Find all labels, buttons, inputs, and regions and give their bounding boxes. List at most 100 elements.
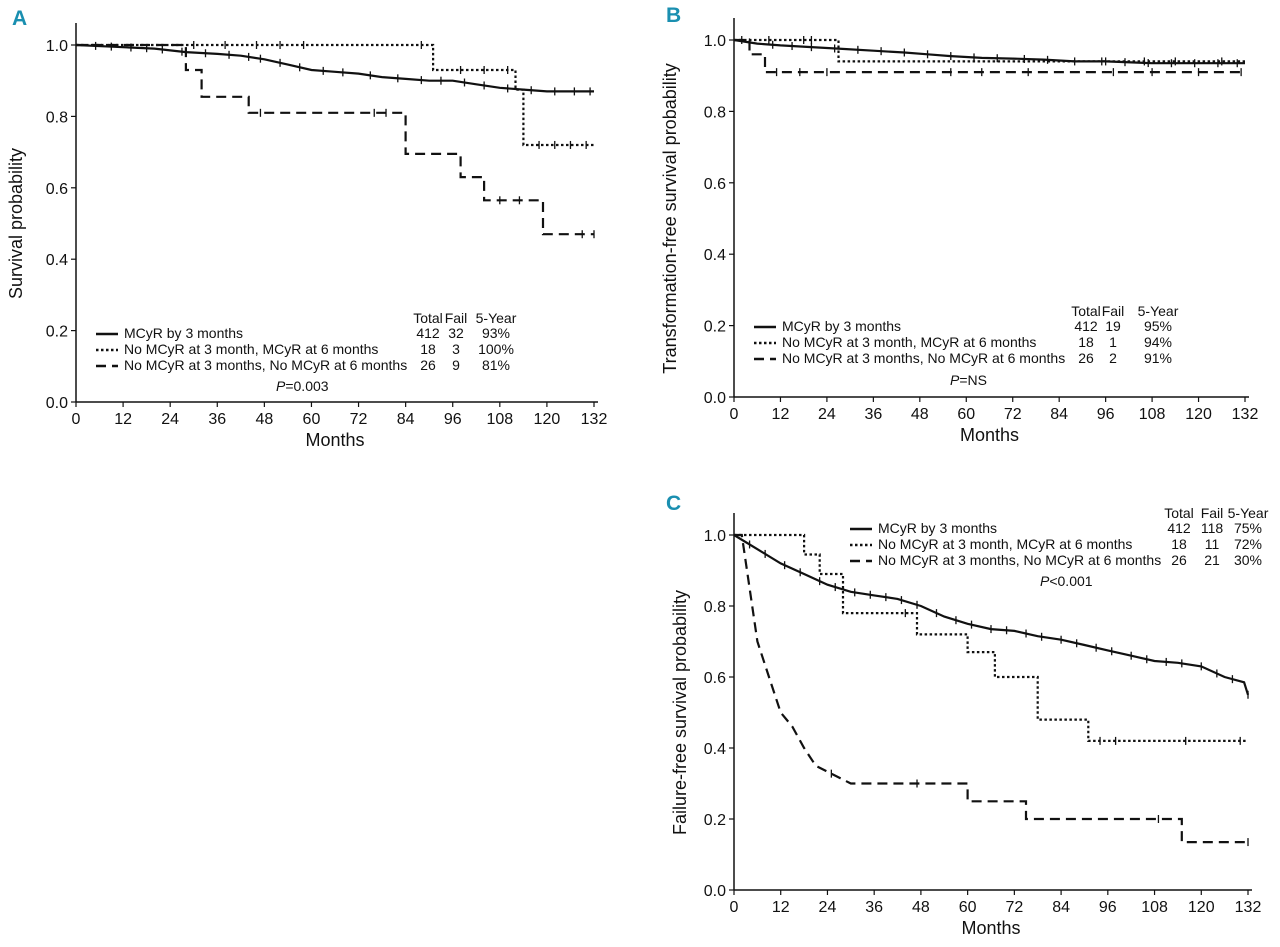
stats-fail: 19: [1105, 318, 1121, 334]
stats-total: 18: [1078, 334, 1094, 350]
x-tick-label: 120: [1188, 899, 1215, 916]
y-tick-label: 0.2: [704, 319, 726, 336]
x-axis-title: Months: [305, 430, 364, 450]
p-value: P<0.001: [1040, 573, 1093, 589]
stats-header-five-year: 5-Year: [476, 310, 517, 326]
stats-header-five-year: 5-Year: [1138, 303, 1179, 319]
y-axis-title: Failure-free survival probability: [670, 590, 690, 835]
x-tick-label: 36: [208, 411, 226, 428]
x-tick-label: 36: [864, 406, 882, 423]
x-tick-label: 84: [1050, 406, 1068, 423]
stats-header-fail: Fail: [445, 310, 468, 326]
x-tick-label: 108: [486, 411, 513, 428]
legend-label: MCyR by 3 months: [782, 318, 901, 334]
p-value: P=NS: [950, 372, 987, 388]
x-tick-label: 96: [1097, 406, 1115, 423]
x-tick-label: 108: [1139, 406, 1166, 423]
x-tick-label: 60: [957, 406, 975, 423]
panel-letter: A: [12, 7, 27, 30]
stats-five-year: 91%: [1144, 350, 1172, 366]
y-axis-title: Survival probability: [6, 148, 26, 299]
curve-solid: [733, 38, 1245, 65]
x-tick-label: 72: [1005, 899, 1023, 916]
x-tick-label: 84: [397, 411, 415, 428]
y-tick-label: 0.6: [704, 176, 726, 193]
x-tick-label: 132: [581, 411, 608, 428]
x-tick-label: 48: [255, 411, 273, 428]
x-axis-title: Months: [960, 425, 1019, 445]
curve-dashed: [734, 38, 1245, 74]
panel-a: A 0 12 24 36 48 60 72 84 96 108 120 132 0.0 0.2 0.4 0.6 0…: [6, 7, 607, 450]
p-value: P=0.003: [276, 378, 329, 394]
stats-fail: 1: [1109, 334, 1117, 350]
x-tick-label: 24: [818, 406, 836, 423]
x-tick-label: 132: [1235, 899, 1262, 916]
x-tick-label: 72: [350, 411, 368, 428]
legend-label: MCyR by 3 months: [878, 520, 997, 536]
panel-b: B 0 12 24 36 48 60 72 84 96 108 120 132 0.0 0.2 0.4 0.6 0…: [660, 4, 1258, 445]
panel-letter: C: [666, 492, 681, 515]
y-tick-label: 0.0: [46, 395, 68, 412]
stats-total: 26: [1171, 552, 1187, 568]
stats-header-five-year: 5-Year: [1228, 505, 1269, 521]
y-tick-label: 0.4: [46, 252, 68, 269]
stats-fail: 21: [1204, 552, 1220, 568]
stats-fail: 3: [452, 341, 460, 357]
panel-c: C 0 12 24 36 48 60 72 84 96 108 120 132 0.0 0.2 0.4 0.6 0…: [666, 492, 1269, 938]
panel-letter: B: [666, 4, 681, 27]
x-tick-label: 72: [1004, 406, 1022, 423]
stats-total: 26: [1078, 350, 1094, 366]
x-tick-label: 24: [161, 411, 179, 428]
y-tick-label: 0.2: [704, 812, 726, 829]
legend-label: No MCyR at 3 months, No MCyR at 6 months: [878, 552, 1161, 568]
p-value-text: <0.001: [1049, 573, 1092, 589]
x-tick-label: 48: [911, 406, 929, 423]
y-tick-label: 1.0: [704, 33, 726, 50]
y-tick-label: 0.0: [704, 390, 726, 407]
p-value-text: =0.003: [285, 378, 328, 394]
x-tick-label: 48: [912, 899, 930, 916]
stats-total: 26: [420, 357, 436, 373]
curve-dashed: [734, 533, 1248, 844]
x-tick-label: 36: [865, 899, 883, 916]
stats-fail: 118: [1201, 520, 1224, 536]
x-tick-label: 12: [114, 411, 132, 428]
y-tick-label: 1.0: [704, 528, 726, 545]
p-value-text: =NS: [959, 372, 987, 388]
x-tick-label: 96: [1099, 899, 1117, 916]
stats-total: 18: [1171, 536, 1187, 552]
p-value-symbol: P: [276, 378, 286, 394]
y-axis-title: Transformation-free survival probability: [660, 63, 680, 373]
x-tick-label: 96: [444, 411, 462, 428]
curve-dotted: [76, 43, 594, 147]
y-tick-label: 0.8: [46, 109, 68, 126]
x-tick-label: 12: [772, 899, 790, 916]
y-tick-label: 0.4: [704, 247, 726, 264]
stats-fail: 2: [1109, 350, 1117, 366]
y-tick-label: 0.6: [46, 181, 68, 198]
x-tick-label: 108: [1141, 899, 1168, 916]
stats-five-year: 94%: [1144, 334, 1172, 350]
stats-total: 412: [1074, 318, 1098, 334]
legend-label: MCyR by 3 months: [124, 325, 243, 341]
x-tick-label: 60: [959, 899, 977, 916]
y-tick-label: 0.0: [704, 883, 726, 900]
x-tick-label: 24: [819, 899, 837, 916]
stats-fail: 11: [1205, 536, 1220, 552]
stats-five-year: 93%: [482, 325, 510, 341]
legend-label: No MCyR at 3 month, MCyR at 6 months: [782, 334, 1036, 350]
x-tick-label: 120: [1185, 406, 1212, 423]
x-tick-label: 0: [730, 406, 739, 423]
x-tick-label: 0: [730, 899, 739, 916]
stats-header-fail: Fail: [1102, 303, 1125, 319]
stats-total: 412: [1167, 520, 1191, 536]
stats-header-total: Total: [1071, 303, 1101, 319]
curve-dotted: [734, 38, 1245, 63]
curve-dashed: [76, 43, 594, 236]
legend-label: No MCyR at 3 months, No MCyR at 6 months: [782, 350, 1065, 366]
y-tick-label: 0.2: [46, 324, 68, 341]
x-tick-label: 0: [72, 411, 81, 428]
y-tick-label: 0.6: [704, 670, 726, 687]
x-tick-label: 12: [772, 406, 790, 423]
stats-five-year: 75%: [1234, 520, 1262, 536]
